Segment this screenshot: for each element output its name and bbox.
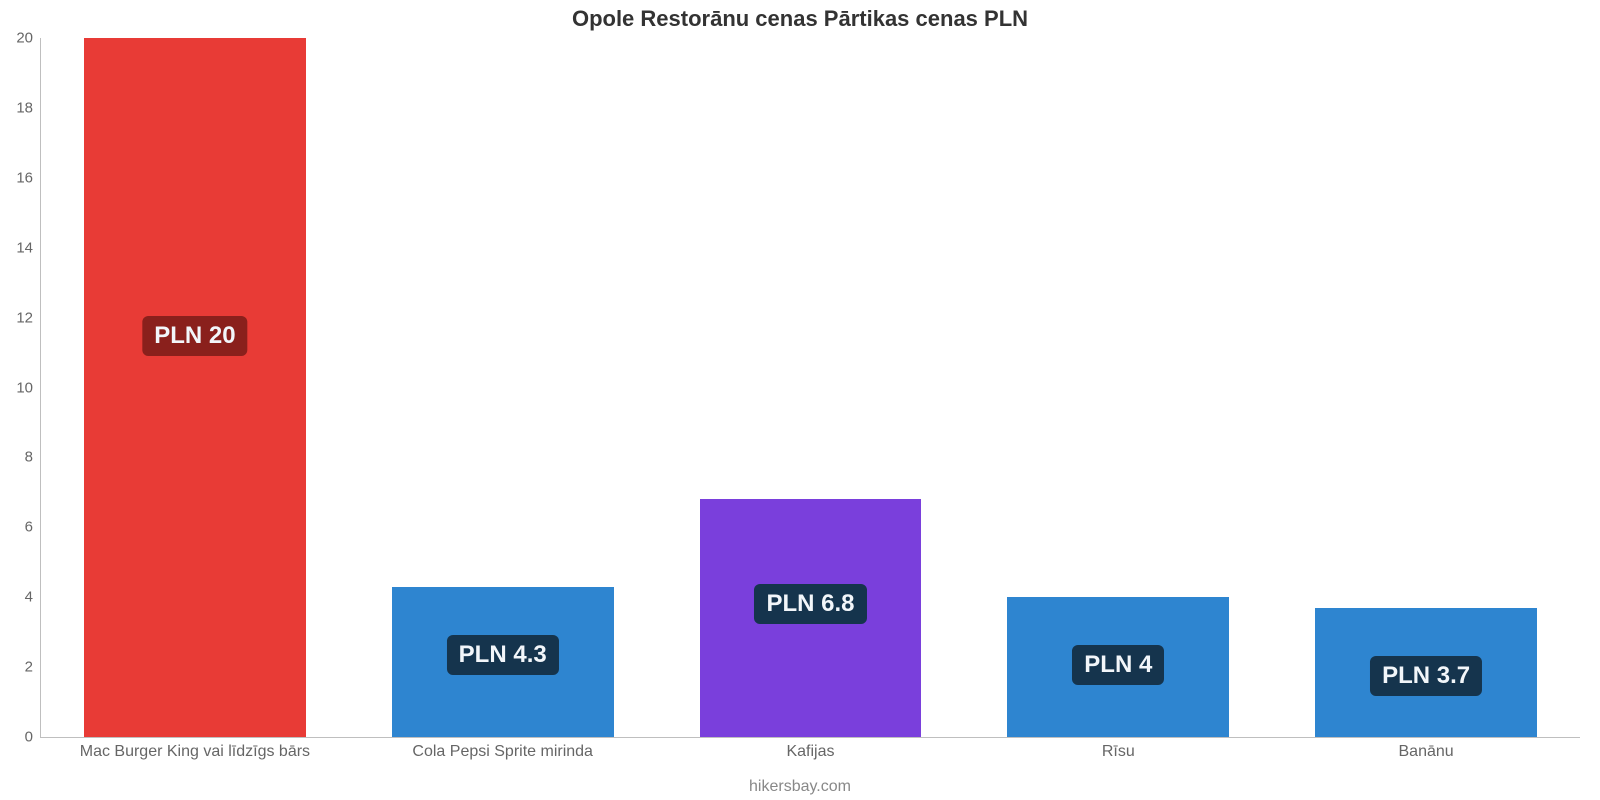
value-badge: PLN 6.8: [754, 584, 866, 624]
x-category-label: Mac Burger King vai līdzīgs bārs: [41, 743, 349, 761]
plot-area: PLN 20Mac Burger King vai līdzīgs bārsPL…: [40, 38, 1580, 738]
bar-slot: PLN 4Rīsu: [964, 38, 1272, 737]
chart-title: Opole Restorānu cenas Pārtikas cenas PLN: [0, 6, 1600, 32]
credit-text: hikersbay.com: [0, 778, 1600, 796]
x-category-label: Rīsu: [964, 743, 1272, 761]
value-badge: PLN 20: [142, 316, 247, 356]
bars-group: PLN 20Mac Burger King vai līdzīgs bārsPL…: [41, 38, 1580, 737]
bar-slot: PLN 3.7Banānu: [1272, 38, 1580, 737]
bar-slot: PLN 20Mac Burger King vai līdzīgs bārs: [41, 38, 349, 737]
ytick-label: 4: [25, 589, 33, 606]
bar: [84, 38, 306, 737]
ytick-label: 8: [25, 449, 33, 466]
bar-slot: PLN 4.3Cola Pepsi Sprite mirinda: [349, 38, 657, 737]
x-category-label: Kafijas: [657, 743, 965, 761]
value-badge: PLN 3.7: [1370, 656, 1482, 696]
ytick-label: 0: [25, 729, 33, 746]
x-category-label: Cola Pepsi Sprite mirinda: [349, 743, 657, 761]
ytick-label: 12: [16, 309, 33, 326]
x-category-label: Banānu: [1272, 743, 1580, 761]
bar-slot: PLN 6.8Kafijas: [657, 38, 965, 737]
value-badge: PLN 4: [1072, 645, 1164, 685]
ytick-label: 2: [25, 659, 33, 676]
chart-container: Opole Restorānu cenas Pārtikas cenas PLN…: [0, 0, 1600, 800]
ytick-label: 16: [16, 169, 33, 186]
ytick-label: 18: [16, 99, 33, 116]
value-badge: PLN 4.3: [447, 635, 559, 675]
ytick-label: 20: [16, 30, 33, 47]
ytick-label: 6: [25, 519, 33, 536]
ytick-label: 14: [16, 239, 33, 256]
ytick-label: 10: [16, 379, 33, 396]
